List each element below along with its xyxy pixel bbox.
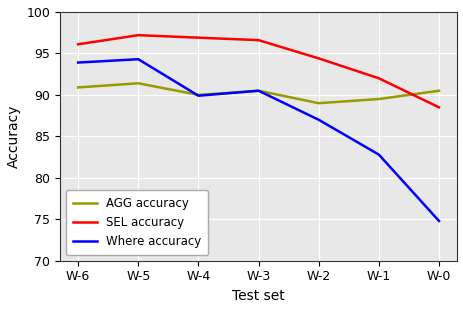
SEL accuracy — [75, 42, 81, 46]
AGG accuracy — [375, 97, 381, 101]
AGG accuracy — [315, 101, 321, 105]
Where accuracy — [195, 94, 201, 98]
Where accuracy — [75, 61, 81, 64]
AGG accuracy — [255, 89, 261, 93]
SEL accuracy — [195, 36, 201, 39]
Legend: AGG accuracy, SEL accuracy, Where accuracy: AGG accuracy, SEL accuracy, Where accura… — [66, 190, 208, 255]
Where accuracy — [435, 219, 441, 223]
AGG accuracy — [195, 93, 201, 97]
SEL accuracy — [375, 77, 381, 80]
SEL accuracy — [435, 105, 441, 109]
Line: AGG accuracy: AGG accuracy — [78, 83, 438, 103]
X-axis label: Test set: Test set — [232, 289, 284, 303]
SEL accuracy — [315, 56, 321, 60]
SEL accuracy — [255, 38, 261, 42]
Where accuracy — [315, 118, 321, 122]
Where accuracy — [375, 153, 381, 157]
Line: Where accuracy: Where accuracy — [78, 59, 438, 221]
Where accuracy — [135, 57, 141, 61]
SEL accuracy — [135, 33, 141, 37]
Y-axis label: Accuracy: Accuracy — [7, 104, 21, 168]
Where accuracy — [255, 89, 261, 93]
Line: SEL accuracy: SEL accuracy — [78, 35, 438, 107]
AGG accuracy — [135, 82, 141, 85]
AGG accuracy — [435, 89, 441, 93]
AGG accuracy — [75, 86, 81, 89]
